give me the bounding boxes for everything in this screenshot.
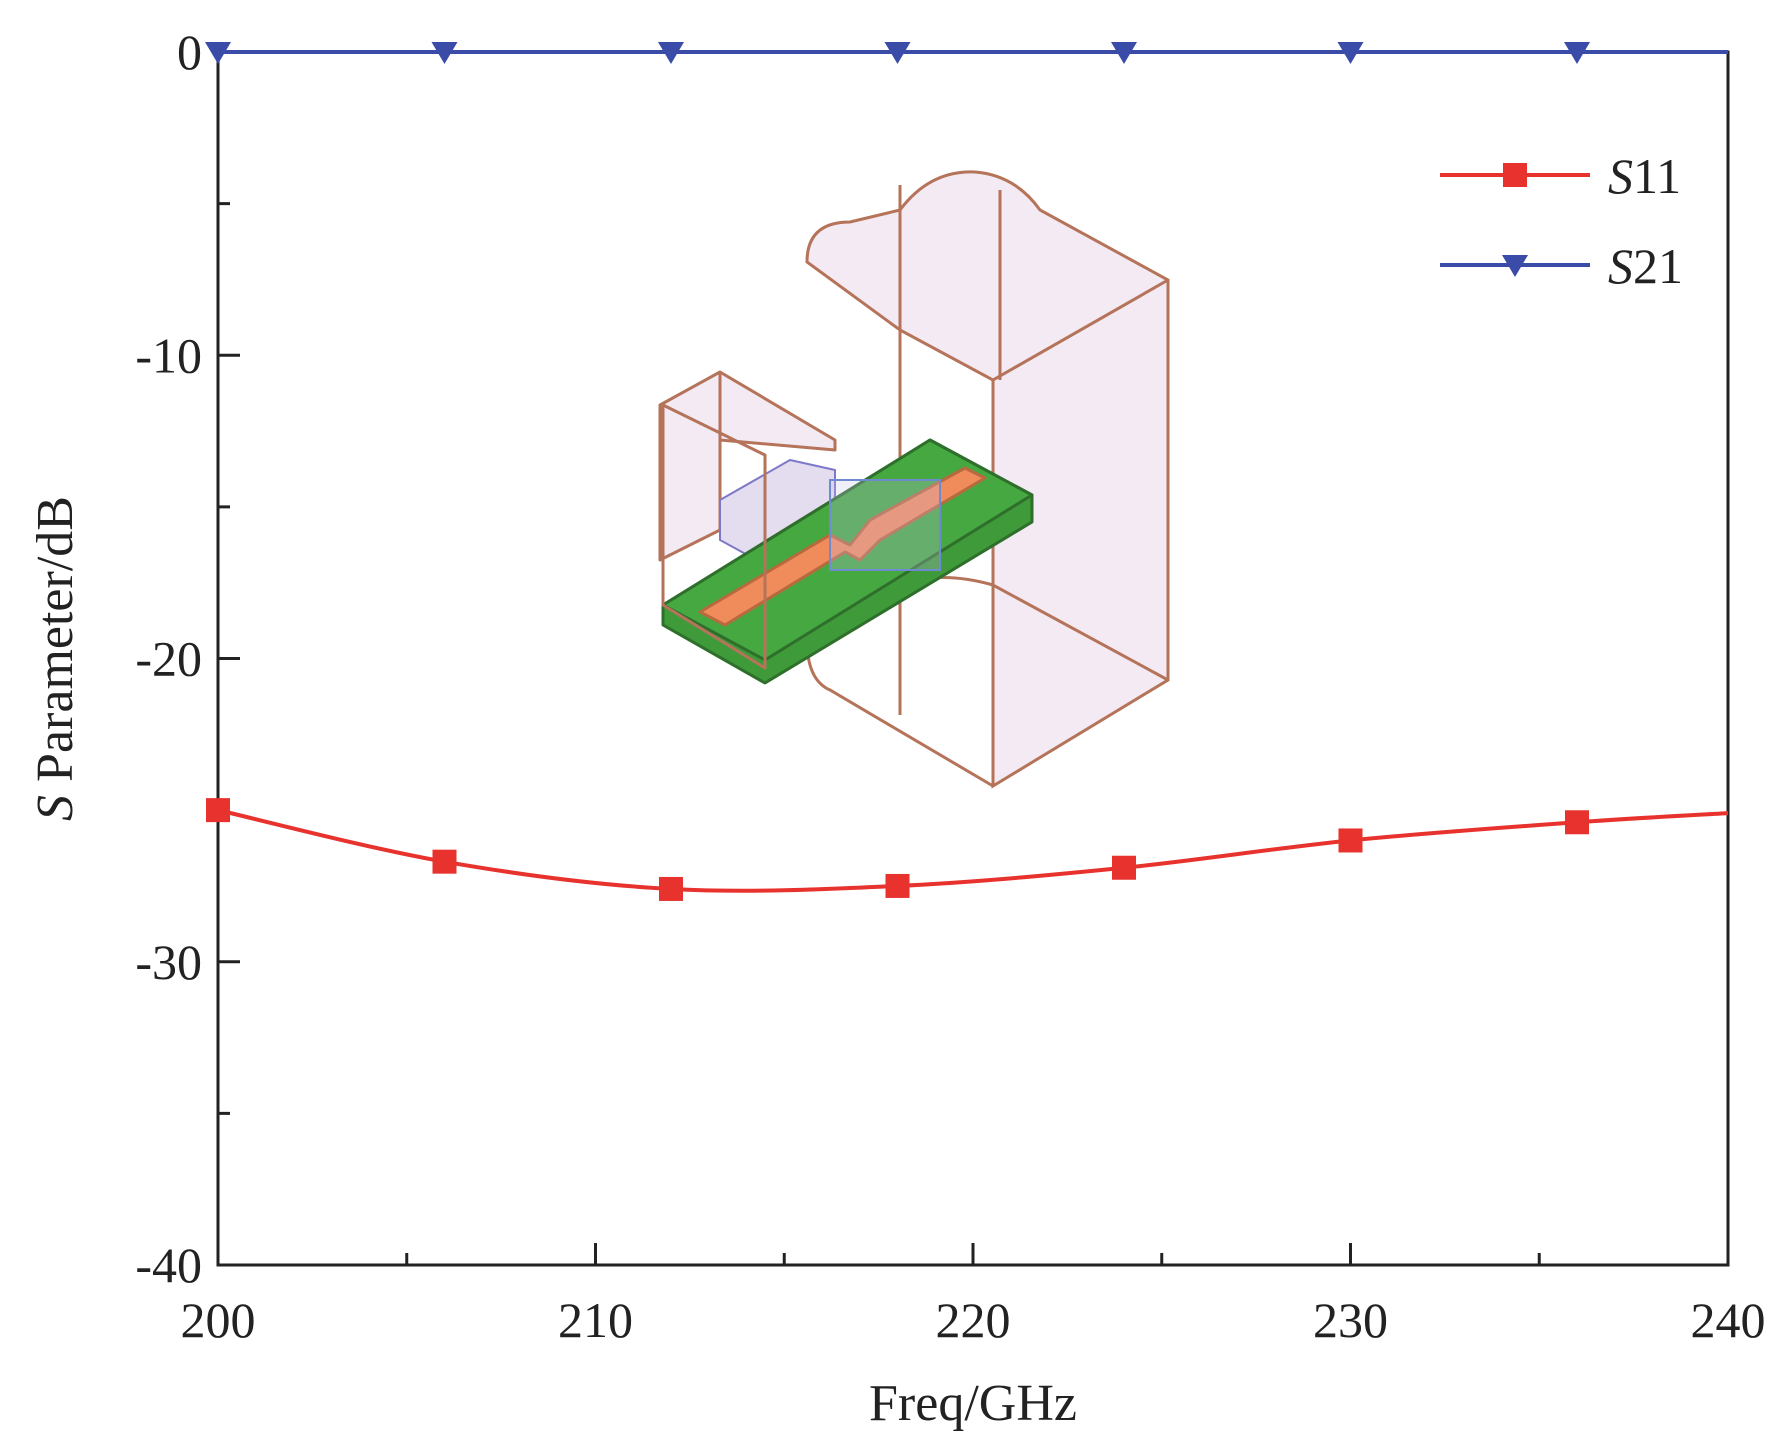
y-axis-title-italic: S [27,795,84,821]
y-tick-labels: 0 -10 -20 -30 -40 [135,24,202,1293]
x-tick-label: 220 [936,1292,1011,1348]
x-tick-label: 240 [1691,1292,1766,1348]
data-point-s11 [1112,855,1136,880]
legend-label-s21: S21 [1608,238,1683,294]
legend-label-italic: S [1608,148,1633,204]
data-point-s21 [205,42,231,64]
legend-label-italic: S [1608,238,1633,294]
legend-label-number: 11 [1633,148,1681,204]
data-point-s21 [658,42,684,64]
y-tick-label: 0 [177,24,202,80]
data-point-s21 [1337,42,1364,64]
port-box [829,479,941,571]
x-tick-labels: 200 210 220 230 240 [181,1292,1766,1348]
x-tick-label: 200 [181,1292,256,1348]
waveguide-edge [992,278,1169,382]
data-point-s11 [1338,828,1363,853]
data-point-s21 [884,42,911,64]
data-point-s11 [659,876,683,901]
x-axis-title: Freq/GHz [869,1375,1077,1432]
legend-label-number: 21 [1633,238,1683,294]
series-s21 [205,42,1728,64]
legend-label-s11: S11 [1608,148,1681,204]
series-s11 [206,798,1729,901]
series-line-s11 [217,808,1729,893]
data-point-s21 [1111,42,1137,64]
data-point-s11 [1565,810,1589,835]
x-tick-label: 210 [558,1292,633,1348]
y-tick-label: -30 [135,934,202,990]
legend-marker-s21 [1502,255,1528,277]
y-axis-title: S Parameter/dB [27,496,84,821]
microstrip [698,466,987,627]
y-tick-label: -20 [135,631,202,687]
legend-item-s21: S21 [1440,238,1683,294]
x-tick-label: 230 [1313,1292,1388,1348]
data-point-s11 [432,849,457,874]
y-tick-label: -10 [135,327,202,383]
data-point-s21 [431,42,458,64]
enclosure-front [661,403,767,670]
waveguide-transition-3d-model-icon [658,170,1170,789]
y-tick-label: -40 [135,1237,202,1293]
data-point-s11 [206,798,230,823]
legend-item-s11: S11 [1440,148,1681,204]
legend-marker-s11 [1503,163,1527,187]
data-point-s21 [1564,42,1590,64]
y-axis-title-rest: Parameter/dB [27,496,84,795]
data-point-s11 [885,873,910,898]
small-box-face [658,370,837,562]
series-layer [205,42,1729,901]
